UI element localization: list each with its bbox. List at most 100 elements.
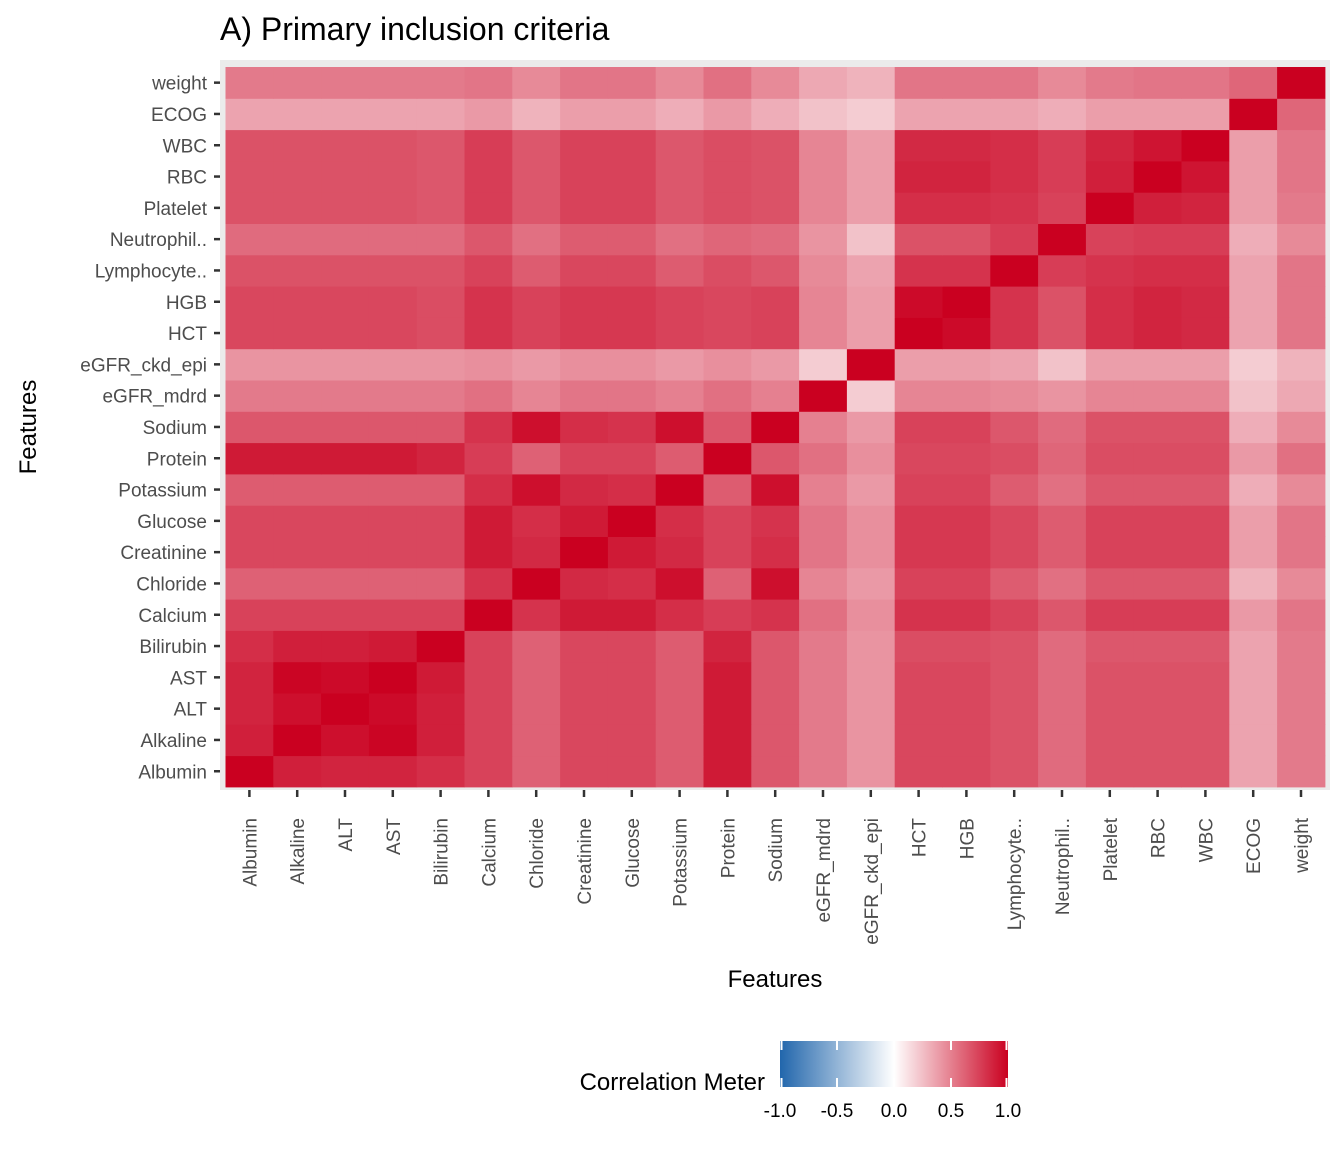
heatmap-cell: [273, 693, 322, 725]
heatmap-cell: [464, 286, 513, 318]
heatmap-cell: [464, 129, 513, 162]
heatmap-cell: [846, 348, 896, 381]
heatmap-cell: [225, 223, 274, 256]
heatmap-cell: [846, 160, 896, 193]
heatmap-cell: [846, 67, 896, 99]
heatmap-cell: [1181, 567, 1230, 600]
heatmap-cell: [560, 129, 609, 162]
heatmap-cell: [1277, 599, 1326, 631]
heatmap-cell: [1277, 661, 1326, 694]
heatmap-cell: [607, 755, 657, 788]
heatmap-cell: [225, 505, 274, 537]
legend-tick-label: 0.0: [881, 1101, 907, 1122]
heatmap-cell: [703, 599, 752, 631]
heatmap-cell: [1133, 317, 1182, 350]
heatmap-cell: [655, 317, 704, 350]
heatmap-cell: [1229, 567, 1278, 600]
heatmap-cell: [464, 599, 513, 631]
heatmap-cell: [1133, 567, 1182, 600]
heatmap-cell: [416, 67, 465, 99]
heatmap-cell: [655, 693, 704, 725]
heatmap-cell: [321, 536, 370, 569]
heatmap-cell: [1085, 661, 1135, 694]
heatmap-cell: [560, 724, 609, 757]
heatmap-cell: [799, 724, 848, 757]
heatmap-cell: [1277, 317, 1326, 350]
heatmap-cell: [1181, 192, 1230, 224]
heatmap-cell: [607, 223, 657, 256]
heatmap-cell: [225, 98, 274, 131]
heatmap-cell: [416, 223, 465, 256]
heatmap-cell: [321, 505, 370, 537]
heatmap-cell: [368, 693, 418, 725]
heatmap-cell: [607, 505, 657, 537]
heatmap-cell: [273, 129, 322, 162]
heatmap-cell: [560, 661, 609, 694]
x-tick-label: Albumin: [240, 818, 261, 887]
heatmap-cell: [703, 98, 752, 131]
heatmap-cell: [894, 98, 943, 131]
heatmap-cell: [273, 536, 322, 569]
heatmap-cell: [464, 505, 513, 537]
heatmap-cell: [1181, 505, 1230, 537]
heatmap-cell: [846, 567, 896, 600]
heatmap-cell: [1133, 442, 1182, 475]
heatmap-cell: [1277, 442, 1326, 475]
x-tick-label: Creatinine: [575, 818, 596, 905]
heatmap-cell: [942, 473, 991, 506]
heatmap-cell: [321, 473, 370, 506]
legend-ticks: -1.0 -0.5 0.0 0.5 1.0: [764, 1041, 1021, 1122]
heatmap-cell: [321, 98, 370, 131]
heatmap-cell: [1038, 411, 1087, 444]
x-tick-label: Potassium: [671, 818, 692, 907]
heatmap-cell: [1038, 724, 1087, 757]
heatmap-cell: [1085, 129, 1135, 162]
heatmap-cell: [799, 129, 848, 162]
heatmap-cell: [464, 223, 513, 256]
heatmap-cell: [321, 254, 370, 287]
heatmap-cell: [1181, 98, 1230, 131]
heatmap-cell: [560, 254, 609, 287]
heatmap-cell: [703, 380, 752, 412]
heatmap-cell: [560, 536, 609, 569]
heatmap-cell: [751, 755, 800, 788]
heatmap-cell: [225, 348, 274, 381]
x-tick-label: eGFR_mdrd: [814, 818, 835, 923]
heatmap-cell: [1229, 473, 1278, 506]
heatmap-cell: [464, 254, 513, 287]
heatmap-cell: [416, 254, 465, 287]
heatmap-cell: [1181, 67, 1230, 99]
heatmap-cell: [1085, 630, 1135, 663]
heatmap-cell: [1277, 160, 1326, 193]
heatmap-cell: [273, 380, 322, 412]
heatmap-cell: [512, 411, 561, 444]
y-tick-label: HGB: [166, 293, 207, 314]
x-tick-label: Neutrophil..: [1053, 818, 1074, 915]
heatmap-cell: [416, 505, 465, 537]
heatmap-cell: [942, 755, 991, 788]
heatmap-cell: [751, 67, 800, 99]
heatmap-cell: [273, 442, 322, 475]
heatmap-cell: [1085, 442, 1135, 475]
heatmap-cell: [990, 599, 1039, 631]
heatmap-cell: [799, 67, 848, 99]
heatmap-cell: [416, 599, 465, 631]
heatmap-cell: [1277, 567, 1326, 600]
y-axis-ticks: Albumin Alkaline ALT AST Bilirubin Calcium Chl…: [80, 74, 220, 783]
heatmap-cell: [799, 755, 848, 788]
heatmap-cell: [512, 755, 561, 788]
heatmap-cell: [416, 286, 465, 318]
heatmap-cell: [655, 473, 704, 506]
heatmap-cell: [368, 505, 418, 537]
heatmap-cell: [607, 160, 657, 193]
heatmap-cell: [1133, 348, 1182, 381]
heatmap-cell: [368, 724, 418, 757]
heatmap-cell: [1038, 536, 1087, 569]
heatmap-cell: [990, 536, 1039, 569]
heatmap-cell: [1133, 129, 1182, 162]
heatmap-cell: [655, 661, 704, 694]
heatmap-cell: [368, 129, 418, 162]
heatmap-cell: [990, 755, 1039, 788]
heatmap-cell: [1277, 536, 1326, 569]
